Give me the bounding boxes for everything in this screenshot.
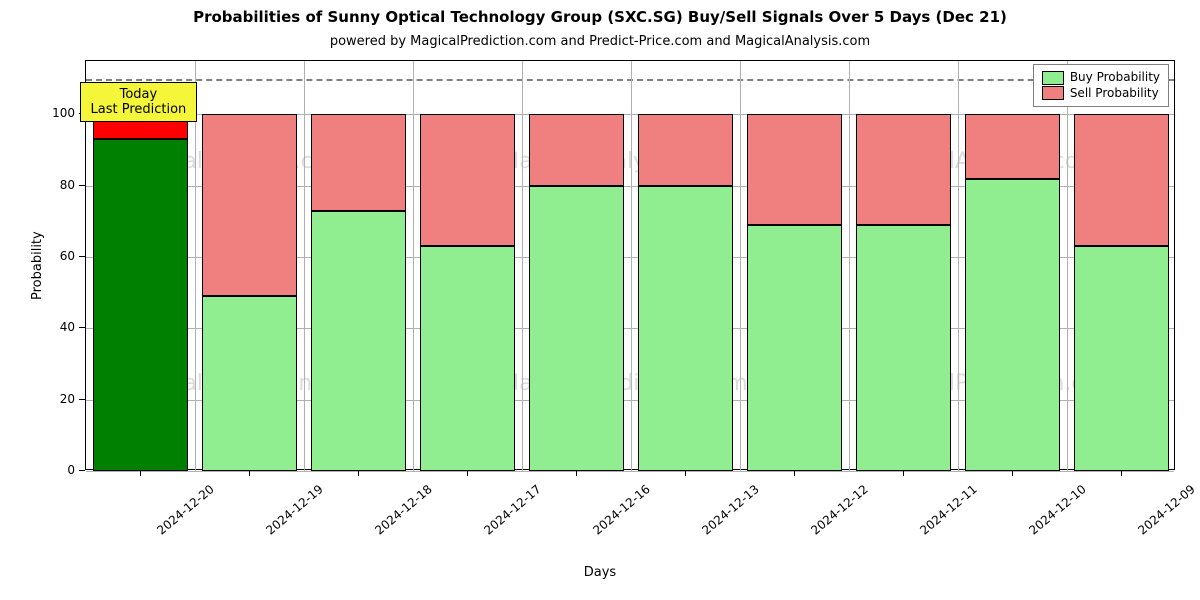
xtick-mark	[576, 470, 577, 476]
ytick-label: 20	[45, 392, 75, 406]
xtick-label: 2024-12-10	[1026, 482, 1088, 538]
bar-buy	[856, 225, 952, 471]
xtick-label: 2024-12-12	[808, 482, 870, 538]
grid-line	[522, 61, 523, 471]
ytick-mark	[79, 470, 85, 471]
today-callout: TodayLast Prediction	[80, 82, 198, 122]
legend-item: Sell Probability	[1042, 86, 1160, 102]
xtick-mark	[467, 470, 468, 476]
xtick-mark	[140, 470, 141, 476]
xtick-mark	[249, 470, 250, 476]
bar-buy	[529, 186, 625, 471]
bar-buy	[93, 139, 189, 471]
xtick-mark	[685, 470, 686, 476]
xtick-label: 2024-12-16	[590, 482, 652, 538]
xtick-mark	[903, 470, 904, 476]
ytick-mark	[79, 185, 85, 186]
bar-sell	[311, 114, 407, 210]
ytick-mark	[79, 256, 85, 257]
bar-sell	[529, 114, 625, 185]
xtick-label: 2024-12-13	[699, 482, 761, 538]
chart-container: Probabilities of Sunny Optical Technolog…	[0, 0, 1200, 600]
grid-line	[849, 61, 850, 471]
bar-buy	[202, 296, 298, 471]
bar-buy	[420, 246, 516, 471]
y-axis-label: Probability	[30, 231, 45, 300]
ytick-label: 80	[45, 178, 75, 192]
legend-item: Buy Probability	[1042, 70, 1160, 86]
xtick-label: 2024-12-20	[154, 482, 216, 538]
xtick-mark	[794, 470, 795, 476]
bar-buy	[638, 186, 734, 471]
ytick-label: 0	[45, 463, 75, 477]
ytick-label: 40	[45, 320, 75, 334]
xtick-label: 2024-12-18	[372, 482, 434, 538]
bar-sell	[965, 114, 1061, 178]
chart-title: Probabilities of Sunny Optical Technolog…	[0, 8, 1200, 26]
ytick-label: 100	[45, 106, 75, 120]
bar-sell	[747, 114, 843, 225]
xtick-label: 2024-12-09	[1135, 482, 1197, 538]
grid-line	[631, 61, 632, 471]
grid-line	[304, 61, 305, 471]
legend-swatch	[1042, 71, 1064, 85]
ytick-mark	[79, 399, 85, 400]
bar-sell	[420, 114, 516, 246]
xtick-mark	[1012, 470, 1013, 476]
plot-area: MagicalAnalysis.comMagicalAnalysis.comMa…	[85, 60, 1175, 470]
bar-buy	[1074, 246, 1170, 471]
xtick-mark	[1121, 470, 1122, 476]
bar-buy	[747, 225, 843, 471]
xtick-label: 2024-12-19	[263, 482, 325, 538]
legend-label: Buy Probability	[1070, 70, 1160, 86]
ytick-mark	[79, 327, 85, 328]
x-axis-label: Days	[0, 565, 1200, 580]
bar-sell	[856, 114, 952, 225]
callout-line: Last Prediction	[91, 102, 187, 117]
callout-line: Today	[91, 87, 187, 102]
bar-buy	[965, 179, 1061, 471]
bar-sell	[202, 114, 298, 296]
ytick-label: 60	[45, 249, 75, 263]
chart-subtitle: powered by MagicalPrediction.com and Pre…	[0, 34, 1200, 49]
bar-sell	[638, 114, 734, 185]
legend-swatch	[1042, 86, 1064, 100]
grid-line	[195, 61, 196, 471]
grid-line	[413, 61, 414, 471]
bar-sell	[1074, 114, 1170, 246]
legend-label: Sell Probability	[1070, 86, 1159, 102]
xtick-mark	[358, 470, 359, 476]
legend: Buy ProbabilitySell Probability	[1033, 64, 1169, 107]
xtick-label: 2024-12-11	[917, 482, 979, 538]
grid-line	[740, 61, 741, 471]
grid-line	[1067, 61, 1068, 471]
bar-buy	[311, 211, 407, 471]
grid-line	[958, 61, 959, 471]
xtick-label: 2024-12-17	[481, 482, 543, 538]
